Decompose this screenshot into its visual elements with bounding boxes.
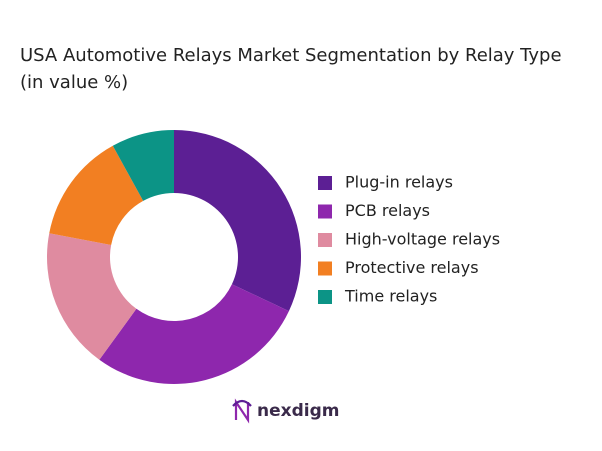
legend-label: Protective relays	[345, 258, 479, 277]
logo-icon	[232, 398, 252, 424]
legend-swatch	[318, 290, 332, 304]
legend-label: Time relays	[344, 287, 437, 306]
donut-slice	[49, 145, 144, 246]
donut-slice	[112, 130, 174, 201]
donut-slice	[47, 233, 137, 360]
donut-slice	[99, 284, 289, 384]
donut-slice	[174, 130, 301, 312]
chart-title: USA Automotive Relays Market Segmentatio…	[20, 45, 562, 93]
legend-swatch	[318, 261, 332, 276]
legend-label: High-voltage relays	[345, 230, 500, 249]
logo: nexdigm	[257, 401, 339, 421]
legend-label: PCB relays	[345, 201, 430, 220]
legend-swatch	[318, 233, 332, 247]
legend-swatch	[318, 204, 332, 219]
legend-swatch	[318, 176, 332, 190]
legend-label: Plug-in relays	[345, 173, 453, 192]
